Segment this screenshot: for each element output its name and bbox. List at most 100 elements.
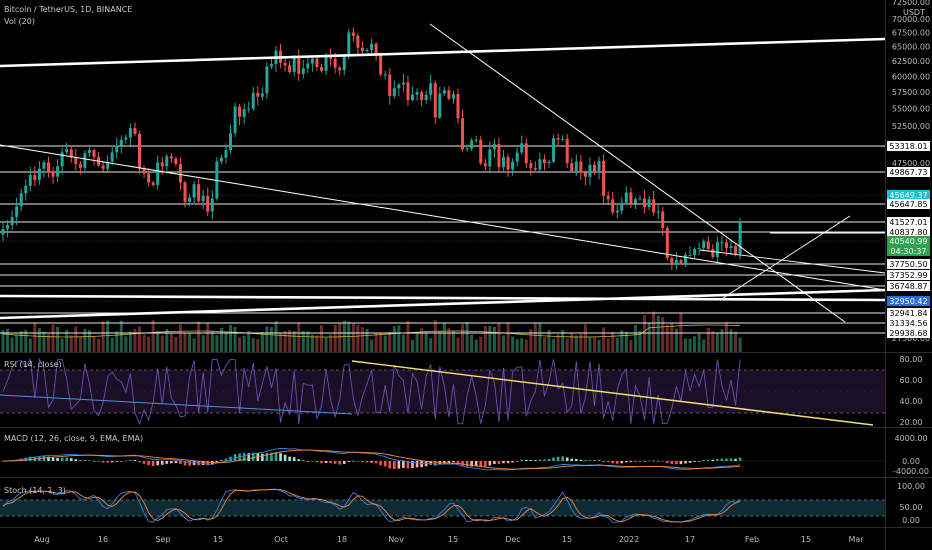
macd-signal-line xyxy=(3,449,741,470)
volume-bar xyxy=(497,322,501,352)
candle-body xyxy=(574,161,578,172)
macd-histogram-bar xyxy=(156,461,159,466)
macd-histogram-bar xyxy=(352,460,355,462)
volume-bar xyxy=(738,337,742,352)
candle-body xyxy=(356,35,360,48)
macd-histogram-bar xyxy=(638,461,642,462)
macd-histogram-bar xyxy=(274,452,278,461)
macd-histogram-bar xyxy=(543,459,546,461)
volume-indicator-label: Vol (20) xyxy=(4,17,35,26)
macd-histogram-bar xyxy=(615,461,619,464)
time-axis-tick: 15 xyxy=(448,535,458,544)
macd-histogram-bar xyxy=(124,460,128,462)
volume-bar xyxy=(83,328,87,352)
volume-bar xyxy=(78,336,82,352)
volume-bar xyxy=(306,331,310,352)
candle-body xyxy=(633,199,637,204)
volume-bar xyxy=(33,322,37,352)
candle-body xyxy=(547,161,551,164)
macd-histogram-bar xyxy=(74,459,78,461)
macd-histogram-bar xyxy=(716,459,719,461)
macd-histogram-bar xyxy=(493,461,496,465)
volume-bar xyxy=(579,334,583,352)
stoch-pane[interactable]: Stoch (14, 1, 3) xyxy=(0,486,885,523)
volume-bar xyxy=(401,334,405,352)
volume-bar xyxy=(283,331,287,352)
volume-bar xyxy=(552,338,556,352)
candle-body xyxy=(415,92,419,95)
volume-bar xyxy=(42,331,46,352)
volume-bar xyxy=(488,326,492,352)
ath-trendline xyxy=(429,23,846,323)
price-tag-value: 37750.50 xyxy=(889,260,927,269)
macd-histogram-bar xyxy=(643,461,646,462)
macd-histogram-bar xyxy=(634,461,637,462)
candle-body xyxy=(92,150,96,157)
macd-histogram-bar xyxy=(83,460,87,461)
price-tag-value: 45647.85 xyxy=(889,200,927,209)
volume-bar xyxy=(183,332,187,352)
candle-body xyxy=(688,255,692,257)
macd-histogram-bar xyxy=(302,460,305,461)
time-axis[interactable]: Aug 16 Sep 15 Oct 18 Nov 15 Dec 15 2022 17 Feb 15 Mar xyxy=(34,535,864,544)
macd-histogram-bar xyxy=(675,461,678,465)
rsi-pane[interactable]: RSI (14, close) xyxy=(0,357,885,426)
candle-body xyxy=(624,192,628,203)
macd-histogram-bar xyxy=(565,457,569,461)
candle-body xyxy=(224,150,228,158)
macd-histogram-bar xyxy=(115,461,119,462)
indicator-axis-tick: -4000.00 xyxy=(893,467,929,476)
macd-histogram-bar xyxy=(470,461,473,467)
volume-bar xyxy=(715,332,719,352)
volume-bar xyxy=(1,330,5,352)
candle-body xyxy=(456,94,460,119)
candle-body xyxy=(379,54,383,75)
price-pane[interactable]: Bitcoin / TetherUS, 1D, BINANCE Vol (20) xyxy=(0,0,886,352)
volume-bar xyxy=(538,323,542,352)
price-axis-tick: 52500.00 xyxy=(892,122,930,131)
volume-bar xyxy=(160,335,164,352)
price-tag-background xyxy=(887,270,930,280)
candle-body xyxy=(433,83,437,118)
volume-bar xyxy=(370,339,374,352)
volume-bar xyxy=(320,325,323,352)
volume-bar xyxy=(424,331,428,352)
lower-channel-line xyxy=(0,288,886,320)
candle-body xyxy=(360,47,364,52)
volume-bar xyxy=(474,339,478,352)
volume-bar xyxy=(679,312,683,352)
macd-histogram-bar xyxy=(465,461,469,467)
candle-body xyxy=(674,260,678,264)
candle-body xyxy=(33,175,37,180)
price-axis-tick: 47500.00 xyxy=(892,159,930,168)
candle-body xyxy=(383,74,387,76)
volume-bar xyxy=(215,335,219,352)
volume-bar xyxy=(724,321,728,352)
volume-bar xyxy=(734,331,738,352)
candle-body xyxy=(529,163,533,168)
macd-histogram-bar xyxy=(24,457,28,461)
macd-histogram-bar xyxy=(151,461,155,467)
candle-body xyxy=(424,94,428,100)
macd-histogram-bar xyxy=(693,461,696,462)
candle-body xyxy=(128,128,132,138)
volume-bar xyxy=(147,336,151,352)
candle-body xyxy=(169,156,173,159)
price-tag-value: 49867.73 xyxy=(889,168,927,177)
candle-body xyxy=(724,242,728,249)
volume-bar xyxy=(224,331,228,352)
volume-bar xyxy=(561,330,565,352)
macd-histogram-bar xyxy=(279,453,282,461)
price-tag-value: 45649.37 xyxy=(889,191,927,200)
macd-histogram-bar xyxy=(666,461,669,464)
price-tag-value: 31334.56 xyxy=(889,319,927,328)
candle-body xyxy=(447,90,451,99)
macd-histogram-bar xyxy=(347,461,351,462)
volume-bar xyxy=(74,326,78,352)
time-axis-tick: Nov xyxy=(388,535,404,544)
candle-body xyxy=(315,58,319,68)
candle-body xyxy=(338,67,342,71)
candle-body xyxy=(552,138,556,162)
macd-pane[interactable]: MACD (12, 26, close, 9, EMA, EMA) xyxy=(0,434,885,471)
